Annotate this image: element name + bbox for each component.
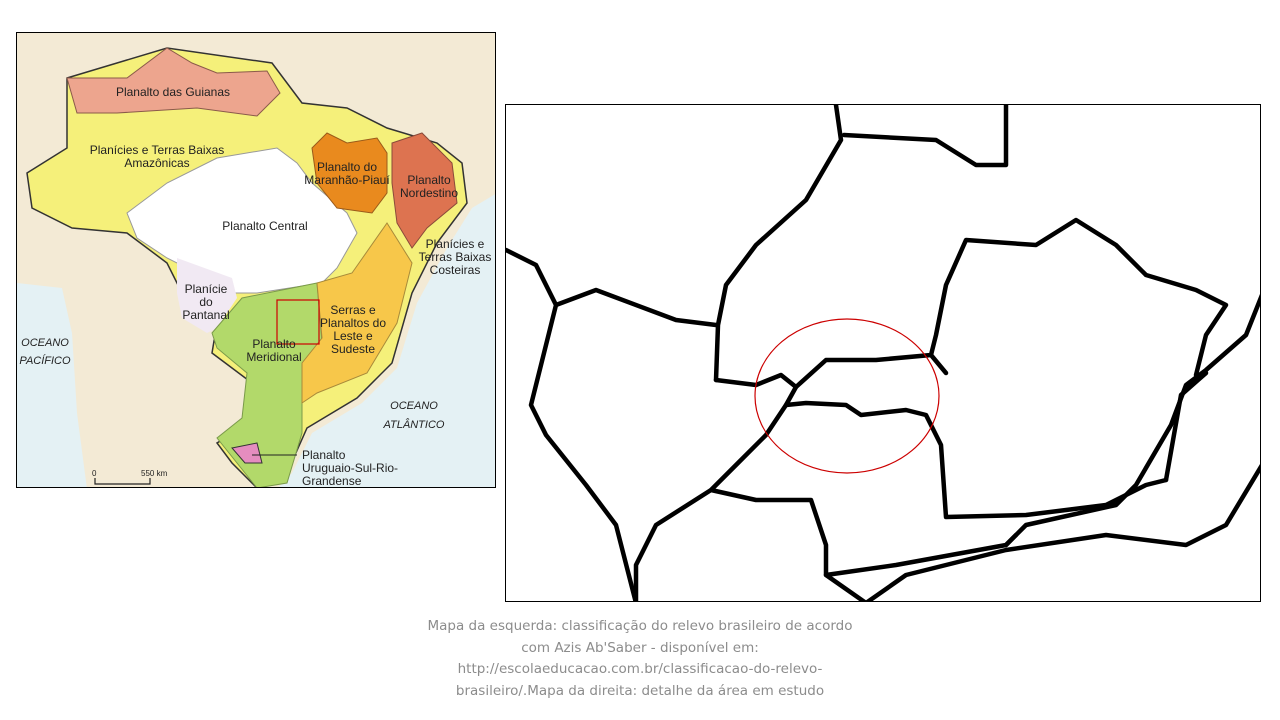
label-meridional: Planalto — [252, 337, 296, 351]
label-costeiras-2: Terras Baixas — [419, 250, 492, 264]
label-pantanal-3: Pantanal — [182, 308, 229, 322]
label-pantanal: Planície — [185, 282, 228, 296]
label-amazonicas: Planícies e Terras Baixas — [90, 143, 225, 157]
scale-start: 0 — [92, 469, 97, 478]
scale-bar: 0 550 km — [92, 469, 168, 485]
region-guianas — [66, 47, 281, 117]
label-uruguaio-2: Uruguaio-Sul-Rio- — [302, 461, 398, 475]
caption-link: http://escolaeducacao.com.br/classificac… — [457, 661, 823, 677]
study-area-box — [276, 299, 320, 345]
label-costeiras: Planícies e — [426, 237, 485, 251]
label-maranhao: Planalto do — [317, 160, 377, 174]
brazil-relief-map: Planalto das Guianas Planícies e Terras … — [16, 32, 496, 488]
atlantic-ocean — [278, 194, 495, 487]
label-atlantico-2: ATLÂNTICO — [383, 418, 445, 431]
label-nordestino: Planalto — [407, 173, 451, 187]
label-serras: Serras e — [330, 303, 376, 317]
label-pantanal-2: do — [199, 295, 213, 309]
label-atlantico: OCEANO — [390, 400, 438, 412]
study-area-highlight-ellipse — [754, 318, 940, 474]
region-serras — [301, 222, 413, 404]
label-pacifico-2: PACÍFICO — [19, 354, 71, 367]
label-guianas: Planalto das Guianas — [116, 85, 230, 99]
pacific-ocean — [17, 283, 87, 487]
region-pantanal — [177, 258, 237, 333]
caption-line: com Azis Ab'Saber - disponível em: — [521, 639, 759, 656]
label-serras-3: Leste e — [333, 329, 373, 343]
label-maranhao-2: Maranhão-Piauí — [304, 173, 390, 187]
scale-end: 550 km — [141, 469, 168, 478]
label-uruguaio: Planalto — [302, 448, 346, 462]
label-amazonicas-2: Amazônicas — [124, 156, 189, 170]
label-costeiras-3: Costeiras — [430, 263, 481, 277]
region-uruguaio — [231, 442, 263, 464]
label-serras-4: Sudeste — [331, 342, 375, 356]
study-area-detail-map — [505, 104, 1261, 602]
label-central: Planalto Central — [222, 219, 307, 233]
caption-line: Mapa da esquerda: classificação do relev… — [427, 618, 853, 634]
label-pacifico: OCEANO — [21, 337, 69, 349]
label-serras-2: Planaltos do — [320, 316, 386, 330]
region-maranhao — [311, 132, 388, 214]
label-meridional-2: Meridional — [246, 350, 301, 364]
label-uruguaio-3: Grandense — [302, 474, 362, 488]
caption: Mapa da esquerda: classificação do relev… — [420, 616, 860, 702]
label-nordestino-2: Nordestino — [400, 186, 458, 200]
relief-boundaries — [506, 105, 1260, 601]
region-nordestino — [391, 132, 458, 249]
caption-line: brasileiro/.Mapa da direita: detalhe da … — [455, 682, 825, 699]
